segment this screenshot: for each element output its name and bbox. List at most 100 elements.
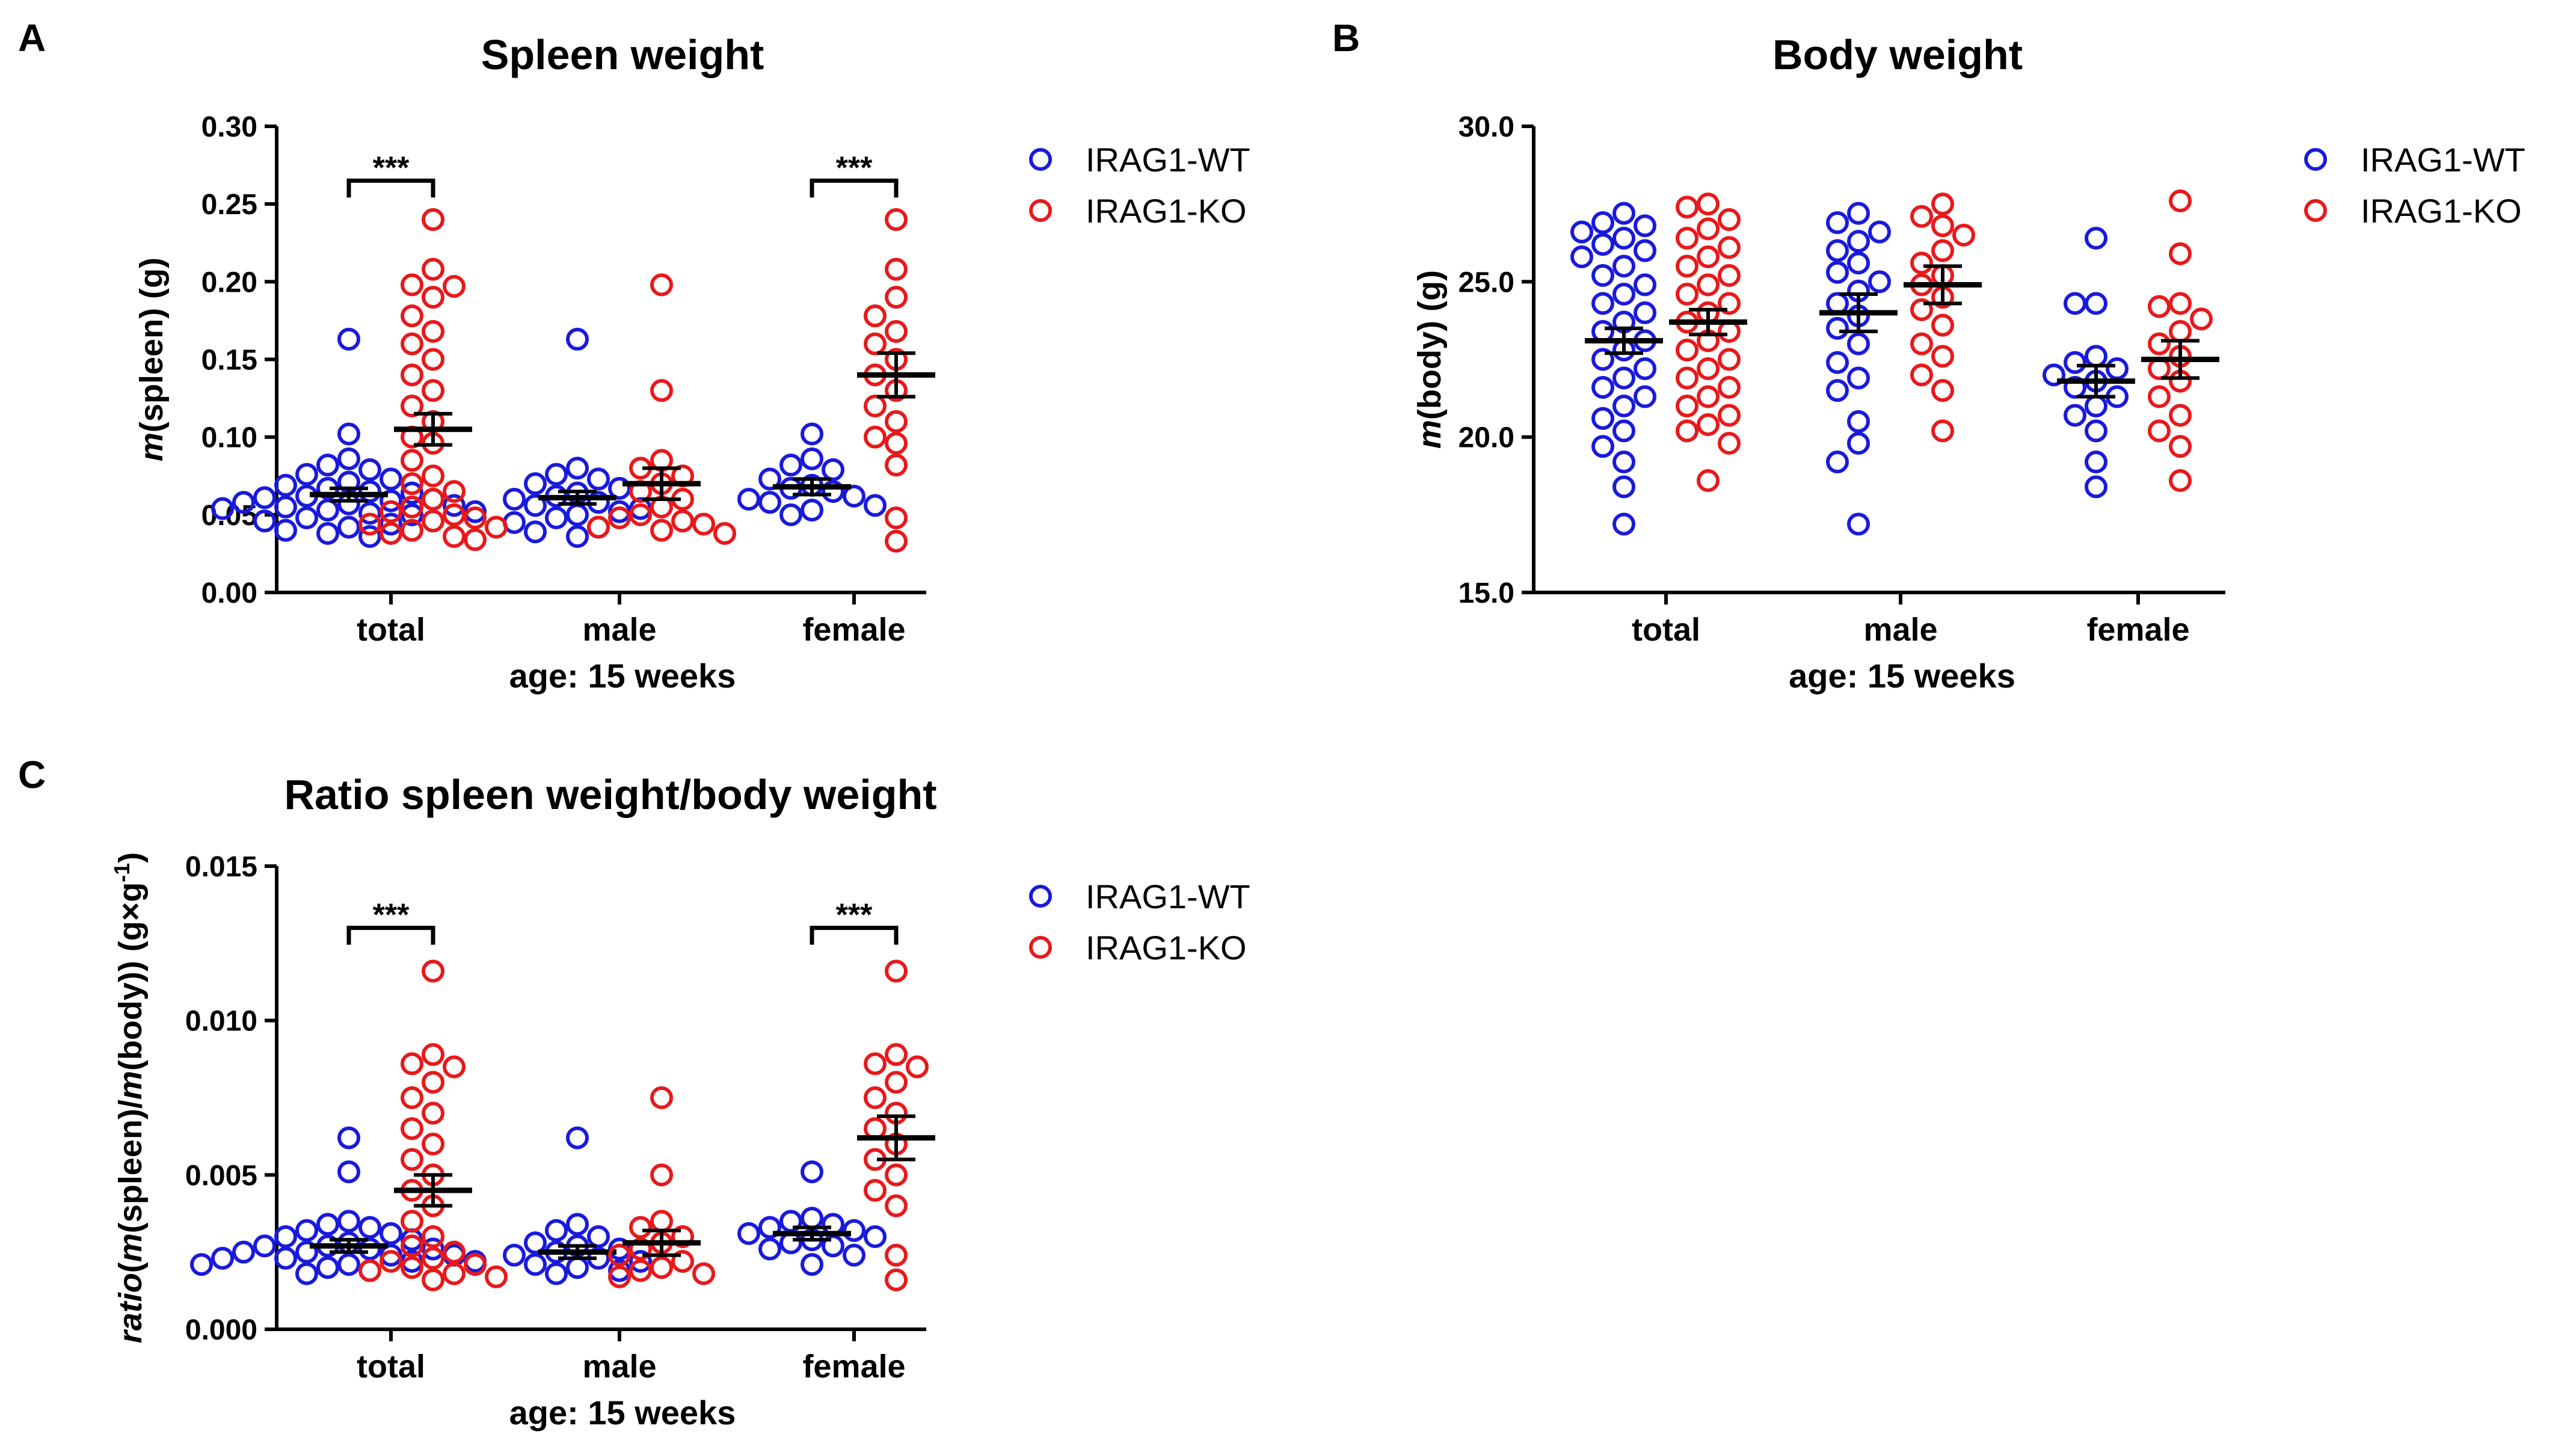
ko-data-point xyxy=(1697,245,1720,268)
ko-data-point xyxy=(629,1259,652,1282)
panel-letter: A xyxy=(18,16,46,60)
wt-data-point xyxy=(801,499,823,522)
ko-data-point xyxy=(692,512,715,536)
wt-data-point xyxy=(2085,475,2107,499)
wt-data-point xyxy=(2085,395,2107,417)
y-axis-label-part: ( xyxy=(112,1262,149,1273)
ko-data-point xyxy=(629,1216,652,1239)
ko-data-point xyxy=(401,472,423,496)
ko-data-point xyxy=(1697,192,1720,216)
ko-data-point xyxy=(1952,223,1975,247)
panel-a-spleen-weight: A Spleen weight0.000.050.100.150.200.250.… xyxy=(18,16,1250,695)
ko-data-point xyxy=(1931,379,1954,402)
significance-bracket xyxy=(346,178,435,198)
ko-data-point xyxy=(1931,192,1954,216)
x-tick-label-total: total xyxy=(1632,612,1700,648)
significance-bracket xyxy=(810,178,899,198)
chart-title: Ratio spleen weight/body weight xyxy=(284,771,936,818)
x-axis-label: age: 15 weeks xyxy=(509,657,736,695)
ko-data-point xyxy=(422,208,444,231)
wt-data-point xyxy=(274,495,297,518)
x-tick-label-total: total xyxy=(357,612,425,648)
wt-data-point xyxy=(337,515,360,539)
ko-data-point xyxy=(713,521,736,545)
ko-data-point xyxy=(401,518,423,542)
wt-data-point xyxy=(801,1207,823,1230)
ko-data-point xyxy=(885,257,908,281)
wt-data-point xyxy=(1591,264,1614,287)
ko-data-point xyxy=(401,1117,423,1140)
ko-data-point xyxy=(422,1043,444,1066)
wt-data-point xyxy=(337,1210,360,1233)
wt-data-point xyxy=(2064,404,2086,427)
y-tick-label: 0.30 xyxy=(201,111,257,143)
ko-data-point xyxy=(464,506,487,529)
ko-data-point xyxy=(358,1259,381,1282)
wt-data-point xyxy=(2106,357,2129,380)
wt-data-point xyxy=(316,499,339,522)
panel-letter: B xyxy=(1332,16,1360,60)
wt-data-point xyxy=(1826,351,1849,374)
wt-data-point xyxy=(503,488,526,511)
wt-data-point xyxy=(1634,214,1656,238)
wt-data-point xyxy=(524,494,547,517)
ko-data-point xyxy=(885,1163,908,1187)
chart-title: Body weight xyxy=(1772,31,2023,78)
wt-data-point xyxy=(779,503,802,526)
y-axis-label: m(body) (g) xyxy=(1412,270,1448,449)
ko-data-point xyxy=(443,1055,466,1078)
ko-data-point xyxy=(1697,469,1720,492)
ko-data-point xyxy=(422,320,444,343)
ko-data-point xyxy=(2169,320,2192,343)
ko-data-point xyxy=(885,1071,908,1094)
significance-bracket xyxy=(810,926,899,945)
ko-data-point xyxy=(885,286,908,309)
ko-data-point xyxy=(650,1086,673,1109)
wt-data-point xyxy=(545,1219,568,1242)
ko-data-point xyxy=(1697,217,1720,241)
wt-data-point xyxy=(1570,220,1593,244)
y-axis-label-part: -1 xyxy=(109,863,134,882)
ko-data-point xyxy=(1697,413,1720,436)
y-axis-label-part: (body)) (g×g xyxy=(112,882,149,1071)
wt-data-point xyxy=(1591,292,1614,315)
wt-data-point xyxy=(358,480,381,503)
ko-data-point xyxy=(1676,339,1698,361)
ko-data-point xyxy=(1676,227,1698,250)
ko-data-point xyxy=(650,1163,673,1187)
ko-data-point xyxy=(650,273,673,297)
x-tick-label-female: female xyxy=(2086,612,2189,648)
wt-data-point xyxy=(566,327,589,351)
wt-data-point xyxy=(758,1237,781,1261)
wt-data-point xyxy=(337,1160,360,1184)
ko-data-point xyxy=(422,1246,444,1270)
ko-data-point xyxy=(2169,469,2192,492)
chart-title: Spleen weight xyxy=(481,31,764,78)
ko-data-point xyxy=(422,509,444,533)
wt-data-point xyxy=(503,1243,526,1267)
wt-data-point xyxy=(2085,419,2107,443)
legend-label-wt: IRAG1-WT xyxy=(2361,141,2525,179)
ko-data-point xyxy=(401,332,423,355)
ko-data-point xyxy=(1718,348,1741,371)
ko-data-point xyxy=(2148,385,2171,408)
ko-data-point xyxy=(443,1262,466,1285)
legend-marker-ko xyxy=(2304,199,2327,222)
wt-data-point xyxy=(1634,273,1656,297)
y-tick-label: 15.0 xyxy=(1459,577,1514,609)
ko-data-point xyxy=(864,425,887,449)
ko-data-point xyxy=(885,1268,908,1291)
wt-data-point xyxy=(758,491,781,514)
ko-data-point xyxy=(443,503,466,526)
ko-data-point xyxy=(2148,419,2171,443)
ko-data-point xyxy=(1718,292,1741,315)
wt-data-point xyxy=(211,497,234,520)
wt-data-point xyxy=(211,1246,234,1270)
wt-data-point xyxy=(1612,254,1635,278)
wt-data-point xyxy=(190,1253,213,1276)
y-tick-label: 0.015 xyxy=(185,851,257,883)
y-axis-label-rest: (spleen) (g) xyxy=(134,257,170,432)
ko-data-point xyxy=(1718,376,1741,399)
wt-data-point xyxy=(1591,435,1614,458)
wt-data-point xyxy=(1868,270,1891,294)
